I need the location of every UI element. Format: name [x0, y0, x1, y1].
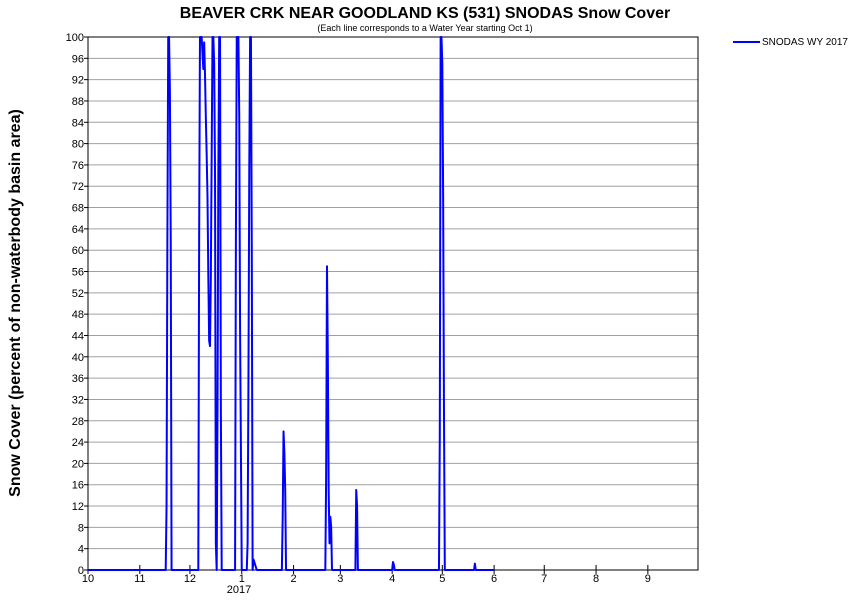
- y-tick-label-40: 40: [72, 352, 84, 364]
- y-tick-label-0: 0: [78, 565, 84, 577]
- y-tick-label-68: 68: [72, 203, 84, 215]
- y-tick-label-64: 64: [72, 224, 84, 236]
- series-layer: [88, 36, 495, 571]
- plot-area-frame: [87, 36, 699, 571]
- x-tick-label-5: 5: [439, 573, 445, 585]
- y-tick-label-72: 72: [72, 181, 84, 193]
- x-tick-label-2: 2: [290, 573, 296, 585]
- y-tick-label-44: 44: [72, 330, 84, 342]
- y-tick-label-56: 56: [72, 267, 84, 279]
- x-axis-ticks: 10 11 12 1 2 3 4 5 6 7 8 9: [82, 565, 651, 585]
- y-tick-label-52: 52: [72, 288, 84, 300]
- grid-lines: [88, 36, 698, 571]
- y-tick-label-8: 8: [78, 522, 84, 534]
- legend: SNODAS WY 2017: [733, 37, 848, 48]
- y-tick-label-28: 28: [72, 416, 84, 428]
- y-tick-label-16: 16: [72, 480, 84, 492]
- y-axis-label: Snow Cover (percent of non-waterbody bas…: [7, 109, 24, 497]
- y-axis-ticks: 0481216202428323640444852566064687276808…: [66, 32, 88, 577]
- y-tick-label-4: 4: [78, 544, 84, 556]
- y-tick-label-96: 96: [72, 53, 84, 65]
- y-tick-label-48: 48: [72, 309, 84, 321]
- y-tick-label-60: 60: [72, 245, 84, 257]
- y-tick-label-88: 88: [72, 96, 84, 108]
- chart-subtitle: (Each line corresponds to a Water Year s…: [317, 23, 532, 33]
- x-tick-label-12: 12: [184, 573, 196, 585]
- legend-label-snodas-wy-2017: SNODAS WY 2017: [762, 37, 848, 48]
- x-tick-label-11: 11: [134, 573, 145, 585]
- y-tick-label-12: 12: [72, 501, 84, 513]
- x-tick-label-3: 3: [337, 573, 343, 585]
- y-tick-label-76: 76: [72, 160, 84, 172]
- y-tick-label-36: 36: [72, 373, 84, 385]
- x-tick-label-1: 1: [239, 573, 245, 585]
- x-tick-label-10: 10: [82, 573, 94, 585]
- x-tick-label-7: 7: [541, 573, 547, 585]
- x-tick-label-8: 8: [593, 573, 599, 585]
- x-tick-label-9: 9: [645, 573, 651, 585]
- series-line-0: [88, 36, 495, 571]
- chart-title: BEAVER CRK NEAR GOODLAND KS (531) SNODAS…: [180, 5, 670, 22]
- y-tick-label-92: 92: [72, 75, 84, 87]
- y-tick-label-100: 100: [66, 32, 84, 44]
- x-axis-year-label: 2017: [227, 584, 251, 596]
- x-tick-label-4: 4: [389, 573, 395, 585]
- y-tick-label-32: 32: [72, 394, 84, 406]
- y-tick-label-24: 24: [72, 437, 84, 449]
- y-tick-label-20: 20: [72, 458, 84, 470]
- y-tick-label-80: 80: [72, 139, 84, 151]
- x-tick-label-6: 6: [491, 573, 497, 585]
- y-tick-label-84: 84: [72, 117, 84, 129]
